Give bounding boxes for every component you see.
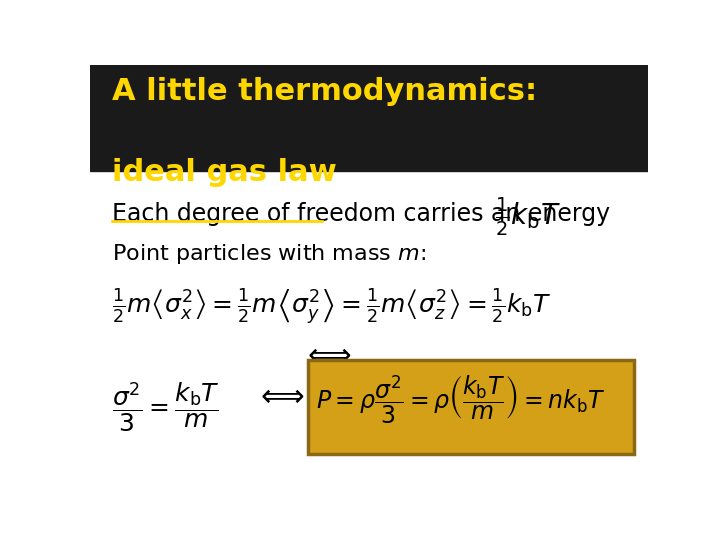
Text: ideal gas law: ideal gas law — [112, 158, 337, 187]
Text: Each degree of freedom carries an energy: Each degree of freedom carries an energy — [112, 202, 611, 226]
Text: A little thermodynamics:: A little thermodynamics: — [112, 77, 537, 106]
Bar — [90, 65, 648, 171]
Text: $\Longleftrightarrow$: $\Longleftrightarrow$ — [302, 341, 352, 370]
Text: $P = \rho \dfrac{\sigma^2}{3} = \rho \left( \dfrac{k_{\mathrm{b}} T}{m} \right) : $P = \rho \dfrac{\sigma^2}{3} = \rho \le… — [316, 373, 606, 426]
Text: Point particles with mass $m$:: Point particles with mass $m$: — [112, 241, 426, 266]
Text: $\Longleftrightarrow$: $\Longleftrightarrow$ — [255, 382, 305, 410]
Text: $\frac{1}{2} m \left\langle \sigma_x^2 \right\rangle = \frac{1}{2} m \left\langl: $\frac{1}{2} m \left\langle \sigma_x^2 \… — [112, 287, 552, 327]
FancyBboxPatch shape — [307, 360, 634, 454]
Text: $\frac{1}{2} k_{\mathrm{b}} T$: $\frac{1}{2} k_{\mathrm{b}} T$ — [495, 196, 560, 238]
Text: $\dfrac{\sigma^2}{3} = \dfrac{k_{\mathrm{b}} T}{m}$: $\dfrac{\sigma^2}{3} = \dfrac{k_{\mathrm… — [112, 381, 220, 434]
